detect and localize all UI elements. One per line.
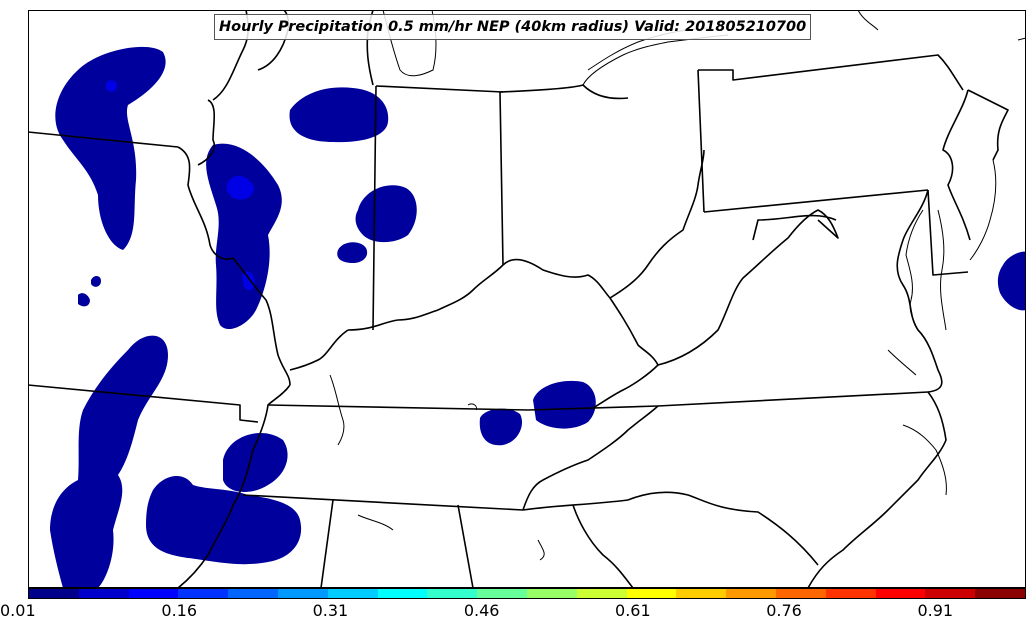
boundary-west-virginia <box>657 209 839 366</box>
boundary-kentucky-virginia <box>592 297 659 409</box>
boundary-virginia-nc <box>522 405 659 511</box>
boundary-missouri-arkansas <box>28 384 259 423</box>
precip-area-new-jersey-east <box>997 251 1026 311</box>
tennessee-lakes <box>467 403 477 411</box>
colorbar-segment <box>576 589 627 598</box>
colorbar <box>28 588 1026 599</box>
colorbar-segment <box>726 589 776 598</box>
precip-area-tennessee-west <box>223 432 288 492</box>
precip-area-illinois-north <box>206 143 282 330</box>
alabama-lake-2 <box>537 539 545 561</box>
colorbar-segment <box>825 589 876 598</box>
colorbar-segment <box>477 589 527 598</box>
colorbar-segment <box>427 589 478 598</box>
precip-area-arkansas-mississippi <box>146 475 302 565</box>
colorbar-segment <box>78 589 129 598</box>
boundary-virginia-coast <box>896 189 943 393</box>
boundary-iowa-minnesota <box>28 131 179 148</box>
colorbar-segment <box>775 589 826 598</box>
boundary-new-york-nj <box>967 89 1009 161</box>
virginia-rivers <box>887 349 917 376</box>
boundary-nj-coast <box>942 89 971 241</box>
colorbar-tick-label: 0.91 <box>917 601 954 620</box>
colorbar-tick-label: 0.46 <box>463 601 500 620</box>
state-boundaries <box>28 10 1009 588</box>
colorbar-segment <box>626 589 677 598</box>
chesapeake-bay <box>905 209 924 331</box>
map-title: Hourly Precipitation 0.5 mm/hr NEP (40km… <box>214 14 812 40</box>
colorbar-segment <box>277 589 328 598</box>
boundary-mississippi-lower <box>177 384 291 588</box>
colorbar-segment <box>178 589 229 598</box>
boundary-illinois-kentucky <box>289 329 349 371</box>
colorbar-segment <box>377 589 428 598</box>
coastlines-thin <box>329 10 1026 561</box>
colorbar-tick-label: 0.16 <box>161 601 198 620</box>
colorbar-segment <box>925 589 976 598</box>
boundary-indiana-ohio <box>499 91 504 266</box>
boundary-alabama-georgia <box>457 504 474 588</box>
precip-area-michigan-lake <box>289 87 389 143</box>
colorbar-tick-label: 0.01 <box>0 601 36 620</box>
boundary-iowa-missouri <box>177 146 234 260</box>
boundary-wv-maryland <box>752 214 837 241</box>
colorbar-segment <box>228 589 278 598</box>
boundary-tennessee-south <box>242 494 629 511</box>
boundary-ohio-michigan <box>499 84 629 100</box>
nj-east-coast <box>969 159 997 261</box>
lake-michigan-east <box>382 10 437 77</box>
precip-core-iowa <box>106 80 118 92</box>
colorbar-segment <box>875 589 926 598</box>
precip-area-north-iowa <box>55 46 166 250</box>
pamlico-sound <box>902 424 947 496</box>
precip-area-missouri-arkansas <box>50 335 168 588</box>
precip-area-indiana <box>355 185 417 243</box>
boundary-illinois-west-river <box>232 257 291 386</box>
probability-areas <box>50 46 1026 588</box>
chesapeake-east <box>937 209 947 331</box>
boundary-illinois-indiana <box>372 85 377 331</box>
precip-area-iowa-dot <box>91 275 101 287</box>
alabama-lake <box>357 514 394 531</box>
boundary-indiana-michigan <box>375 85 504 93</box>
colorbar-segment <box>676 589 727 598</box>
precip-area-tennessee-east <box>479 408 523 446</box>
boundary-kentucky-indiana <box>347 264 504 331</box>
map-panel <box>28 10 1026 588</box>
lake-huron-shore <box>857 10 879 31</box>
colorbar-segment <box>975 589 1025 598</box>
boundary-pennsylvania-north <box>698 54 964 91</box>
colorbar-tick-label: 0.31 <box>312 601 349 620</box>
colorbar-segment <box>526 589 577 598</box>
precip-core-illinois <box>226 176 254 200</box>
colorbar-segment <box>29 589 79 598</box>
map-canvas <box>28 10 1026 588</box>
boundary-pennsylvania-south <box>703 189 929 213</box>
colorbar-segment <box>128 589 179 598</box>
ny-lake-ontario <box>1017 37 1026 41</box>
colorbar-tick-label: 0.61 <box>615 601 651 620</box>
boundary-ohio-kentucky <box>502 149 705 299</box>
boundary-nc-sc <box>627 491 819 566</box>
boundary-delaware <box>927 189 969 276</box>
precip-area-kentucky <box>533 380 596 429</box>
boundary-kentucky-tennessee <box>267 391 929 411</box>
precip-area-iowa-dot2 <box>78 293 90 307</box>
probability-areas-mid <box>106 80 255 291</box>
boundary-mississippi-river <box>197 99 216 166</box>
colorbar-tick-label: 0.76 <box>766 601 802 620</box>
kentucky-lake <box>329 374 345 446</box>
boundary-atlantic-coast-south <box>807 391 947 588</box>
boundary-ohio-pennsylvania <box>697 69 705 213</box>
precip-area-illinois-small <box>337 242 368 263</box>
boundary-alabama-mississippi <box>320 499 334 588</box>
boundary-georgia-sc <box>572 504 634 588</box>
lake-erie-shore <box>582 34 729 86</box>
colorbar-segment <box>327 589 378 598</box>
precip-core-illinois-south <box>242 271 255 291</box>
